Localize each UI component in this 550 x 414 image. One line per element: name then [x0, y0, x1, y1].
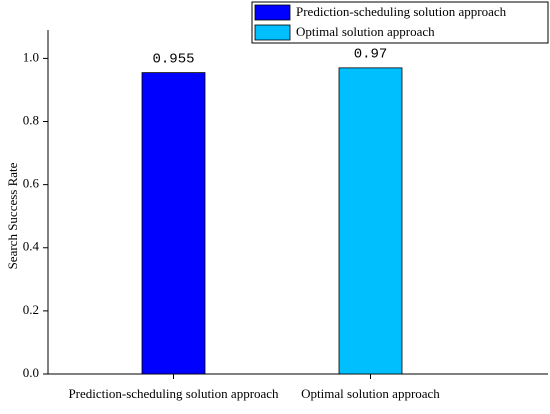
y-tick-label: 0.0: [23, 365, 39, 380]
y-tick-label: 0.6: [23, 176, 40, 191]
y-tick-label: 0.2: [23, 302, 39, 317]
bar: [338, 67, 403, 375]
legend-label: Prediction-scheduling solution approach: [296, 4, 507, 19]
y-tick-label: 0.8: [23, 113, 39, 128]
legend-box: [251, 1, 549, 44]
y-axis-label: Search Success Rate: [5, 162, 20, 269]
x-tick-label: Prediction-scheduling solution approach: [68, 386, 279, 401]
legend-swatch: [254, 24, 291, 41]
legend-swatch: [254, 4, 291, 21]
y-tick-label: 0.4: [23, 239, 40, 254]
data-label: 0.955: [152, 51, 194, 67]
data-label: 0.97: [354, 47, 388, 63]
y-tick-label: 1.0: [23, 49, 39, 64]
bar: [141, 72, 206, 375]
x-tick-label: Optimal solution approach: [301, 386, 440, 401]
legend-label: Optimal solution approach: [296, 24, 435, 39]
